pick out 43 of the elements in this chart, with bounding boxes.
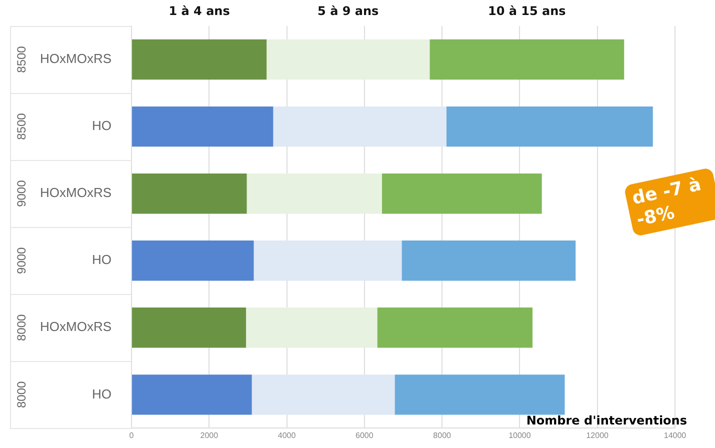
y-tick-label: HO — [92, 252, 112, 268]
annotation: de -7 à -8% — [624, 167, 715, 237]
text: 8000 — [14, 381, 28, 408]
bar — [132, 240, 254, 281]
bar — [266, 39, 430, 80]
bar — [430, 39, 624, 80]
bar — [132, 308, 246, 348]
y-tick-label: HOxMOxRS — [40, 319, 112, 334]
x-tick-label: 2000 — [200, 431, 219, 440]
bar — [132, 39, 267, 80]
bar — [246, 308, 378, 348]
text: 8000 — [14, 314, 28, 341]
bar — [132, 374, 252, 415]
bar — [382, 173, 542, 214]
y-tick-label: HO — [92, 118, 112, 134]
x-tick-label: 14000 — [664, 431, 687, 440]
y-tick-label: HOxMOxRS — [40, 51, 112, 66]
series-label: 5 à 9 ans — [318, 4, 379, 18]
bar — [402, 240, 576, 281]
bar — [377, 308, 533, 348]
bar — [132, 173, 247, 214]
bar — [254, 240, 402, 281]
y-tick-label: HOxMOxRS — [40, 185, 112, 200]
text: 8500 — [14, 46, 28, 73]
x-axis-title: Nombre d'interventions — [526, 413, 687, 428]
bar — [252, 374, 395, 415]
text: 9000 — [14, 246, 28, 274]
x-tick-label: 8000 — [433, 431, 452, 440]
bar — [246, 173, 382, 214]
bar — [446, 106, 653, 147]
series-label: 1 à 4 ans — [168, 4, 230, 18]
x-tick-label: 10000 — [508, 431, 532, 440]
bar — [273, 106, 446, 147]
x-tick-label: 6000 — [356, 431, 374, 440]
bar — [394, 374, 565, 415]
series-label: 10 à 15 ans — [488, 4, 566, 18]
text: 9000 — [14, 180, 28, 207]
bar — [132, 106, 274, 147]
x-tick-label: 12000 — [586, 431, 610, 440]
text: 8500 — [14, 112, 28, 140]
y-tick-label: HO — [92, 386, 112, 402]
x-tick-label: 4000 — [278, 431, 296, 440]
x-tick-label: 0 — [129, 431, 134, 440]
